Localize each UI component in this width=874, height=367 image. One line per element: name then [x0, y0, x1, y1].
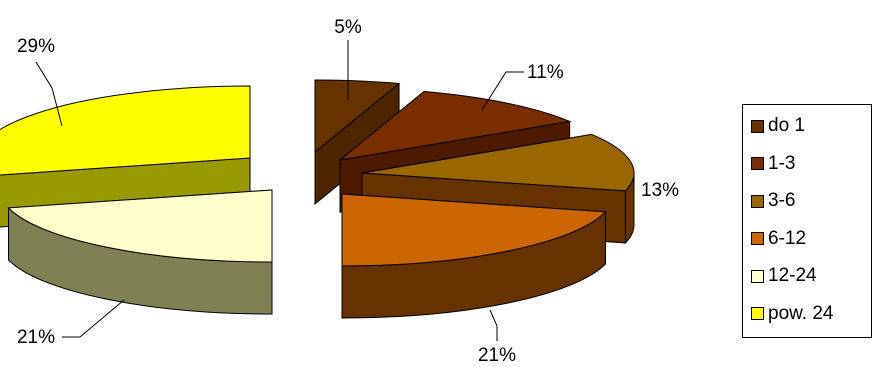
slice-label-pow-24: 29%	[17, 36, 55, 57]
legend-item: 12-24	[751, 261, 817, 291]
legend-label: 1-3	[768, 152, 796, 174]
slice-label-6-12: 21%	[478, 345, 516, 366]
legend-item: do 1	[751, 111, 805, 141]
pie-slices	[0, 79, 635, 319]
slice-labels: 5% 11% 13% 21% 21% 29%	[17, 17, 679, 366]
legend-swatch	[751, 269, 764, 283]
legend-swatch	[751, 194, 764, 208]
legend-label: 3-6	[768, 190, 796, 211]
legend-label: 6-12	[768, 227, 807, 249]
leader-line	[489, 309, 498, 341]
leader-line	[35, 61, 63, 127]
legend-swatch	[751, 307, 764, 320]
legend-swatch	[751, 232, 764, 245]
legend-swatch	[751, 119, 764, 133]
slice-label-1-3: 11%	[527, 62, 564, 83]
pie-slice-12-24	[7, 189, 273, 315]
legend-item: 6-12	[751, 224, 806, 254]
legend-label: 12-24	[768, 265, 817, 286]
pie-slice-6-12	[341, 193, 607, 319]
pie-slice-do-1	[314, 79, 401, 206]
legend: do 1 1-3 3-6 6-12 12-24 pow. 24	[742, 104, 872, 338]
leader-line	[62, 299, 125, 338]
leader-line	[481, 71, 524, 111]
legend-item: 1-3	[751, 149, 795, 179]
legend-item: 3-6	[751, 186, 795, 216]
slice-label-12-24: 21%	[17, 327, 55, 348]
legend-label: pow. 24	[768, 302, 834, 324]
slice-label-do-1: 5%	[334, 17, 362, 38]
slice-label-3-6: 13%	[641, 180, 679, 201]
legend-swatch	[751, 157, 764, 170]
leader-lines	[35, 40, 524, 341]
legend-item: pow. 24	[751, 299, 834, 329]
legend-label: do 1	[768, 115, 805, 136]
